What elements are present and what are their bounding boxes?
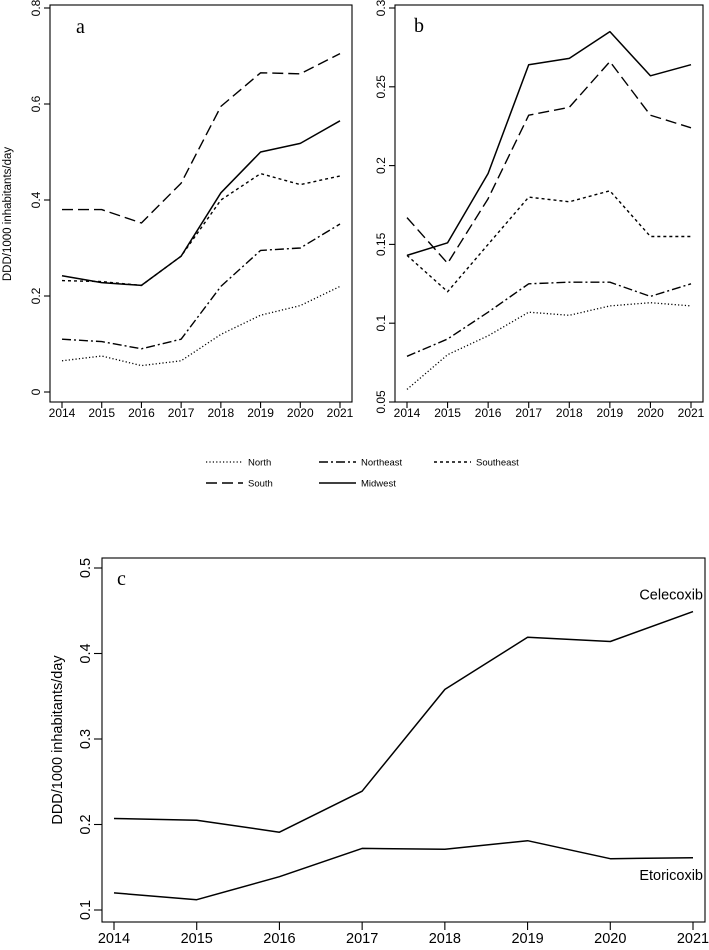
y-tick-label: 0.25 [374,75,388,99]
series-line-northeast [61,223,341,350]
x-tick-label: 2014 [49,406,76,420]
x-tick-label: 2018 [556,406,583,420]
y-tick-label: 0.1 [374,315,388,332]
plot-frame-b [394,4,704,403]
x-tick-label: 2015 [434,406,461,420]
x-tick-label: 2015 [181,931,213,947]
shared-y-axis-label: DDD/1000 inhabitants/day [2,147,14,281]
legend-item-south: South [206,479,273,490]
x-tick-label: 2014 [394,406,421,420]
x-tick-label: 2017 [515,406,542,420]
y-tick-label: 0.2 [78,814,94,834]
series-line-midwest [61,120,341,287]
legend-label: North [248,458,271,469]
x-tick-label: 2017 [168,406,195,420]
chart-panel-b: 0.05 0.1 0.15 0.2 0.25 0.3 2014 2015 2016 2017 201… [374,0,705,420]
y-tick-label: 0.2 [374,157,388,174]
x-tick-label: 2021 [678,406,705,420]
x-tick-label: 2015 [88,406,115,420]
series-line-southeast [406,190,691,293]
x-tick-label: 2019 [247,406,274,420]
y-tick-label: 0.3 [78,729,94,749]
series-line-etoricoxib [113,839,694,901]
y-tick-label: 0.1 [78,900,94,920]
y-tick-label: 0.3 [374,0,388,16]
panel-letter-a: a [76,16,85,38]
y-tick-label: 0.05 [374,390,388,414]
y-tick-label: 0.8 [29,0,43,16]
series-line-south [62,52,341,224]
x-tick-label: 2018 [208,406,235,420]
annotation-etoricoxib: Etoricoxib [639,868,703,884]
plot-frame-c [101,557,706,923]
x-tick-label: 2020 [594,931,626,947]
panel-letter-b: b [414,15,424,37]
x-tick-label: 2014 [98,931,130,947]
legend-label: Southeast [476,458,519,469]
x-tick-label: 2020 [637,406,664,420]
series-line-northeast [406,281,692,357]
legend: North Northeast Southeast South Midwest [206,458,519,490]
chart-panel-c: 0.1 0.2 0.3 0.4 0.5 2014 2015 2016 2017 2018 2019 2… [50,557,709,947]
legend-item-north: North [206,458,271,469]
series-line-south [406,60,692,264]
x-tick-label: 2021 [677,931,709,947]
y-tick-label: 0.4 [78,643,94,663]
series-line-midwest [406,30,692,257]
annotation-celecoxib: Celecoxib [639,588,703,604]
x-tick-label: 2019 [511,931,543,947]
x-tick-label: 2016 [263,931,295,947]
panel-letter-c: c [117,568,126,590]
chart-panel-a: 0 0.2 0.4 0.6 0.8 2014 2015 2016 2017 2018 2019 202… [29,0,354,420]
x-tick-label: 2020 [287,406,314,420]
x-tick-label: 2017 [346,931,378,947]
y-tick-label: 0.6 [29,95,43,112]
legend-item-northeast: Northeast [319,458,403,469]
x-tick-label: 2016 [128,406,155,420]
legend-item-midwest: Midwest [319,479,396,490]
y-tick-label: 0.5 [78,558,94,578]
legend-label: Midwest [361,479,396,490]
series-line-southeast [61,172,341,287]
x-tick-label: 2016 [475,406,502,420]
series-line-celecoxib [113,610,694,833]
legend-label: South [248,479,273,490]
x-tick-label: 2018 [429,931,461,947]
legend-item-southeast: Southeast [434,458,519,469]
y-tick-label: 0.15 [374,232,388,256]
y-axis-label: DDD/1000 inhabitants/day [50,655,66,825]
y-tick-label: 0 [29,388,43,395]
series-line-north [61,285,341,367]
plot-frame-a [49,4,353,403]
x-tick-label: 2021 [327,406,354,420]
x-tick-label: 2019 [597,406,624,420]
legend-label: Northeast [361,458,403,469]
y-tick-label: 0.4 [29,191,43,208]
y-tick-label: 0.2 [29,287,43,304]
series-line-north [406,302,692,390]
